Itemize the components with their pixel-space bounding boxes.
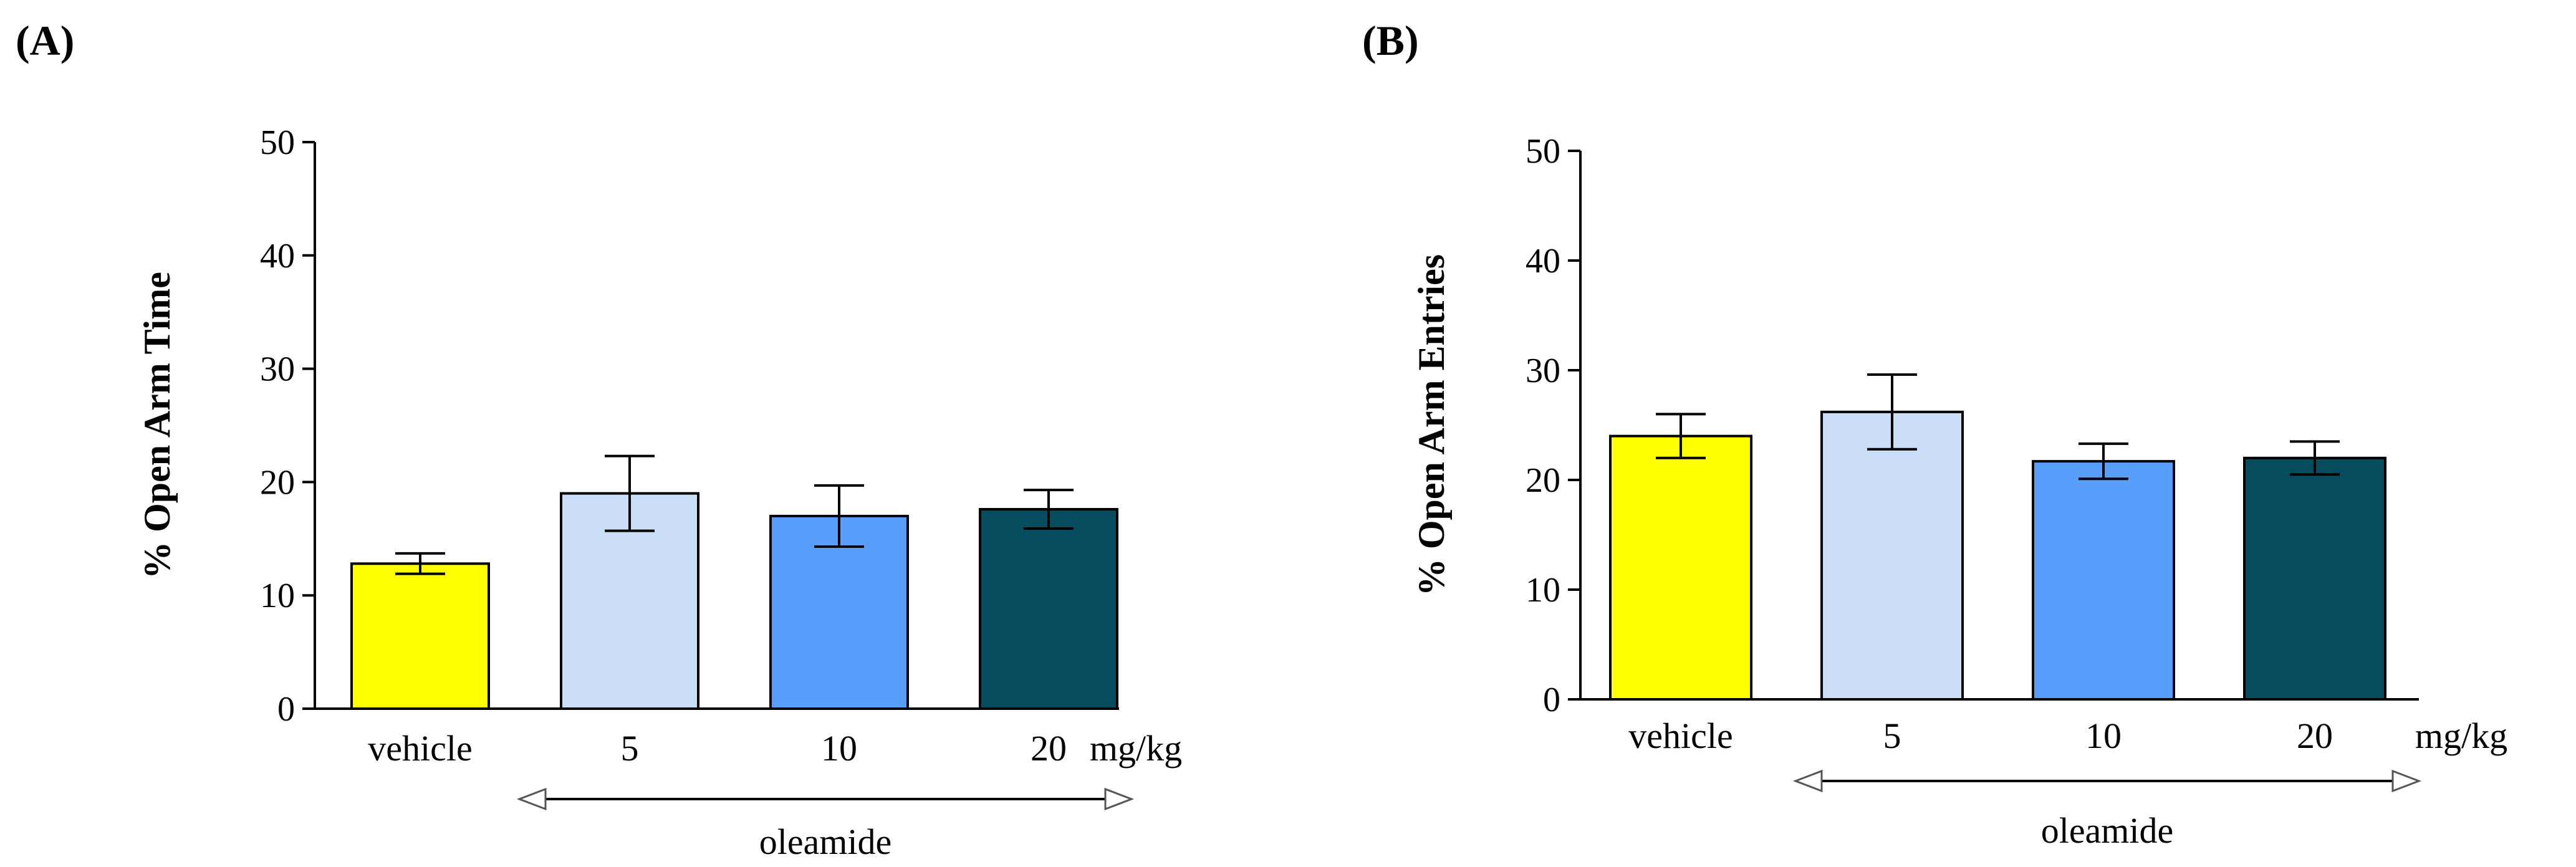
arrow-head-left-icon (1792, 769, 1823, 793)
unit-label: mg/kg (2415, 716, 2507, 756)
category-label: vehicle (368, 728, 472, 769)
arrow-head-left-icon (516, 787, 547, 811)
group-label: oleamide (759, 821, 892, 862)
panel-b: (B) 0 10 20 30 40 50 % Open Arm Entries vehicle 5… (1362, 17, 2507, 851)
y-tick-label: 50 (1526, 132, 1560, 171)
y-tick-label: 0 (1543, 681, 1560, 719)
bar-vehicle (1609, 434, 1752, 701)
panel-letter: (A) (16, 17, 74, 64)
bar-10 (769, 514, 909, 710)
y-tick-label: 20 (1526, 461, 1560, 500)
group-label: oleamide (2041, 810, 2174, 851)
y-tick-label: 0 (277, 690, 295, 729)
bar-10 (2032, 460, 2175, 701)
arrow-head-right-icon (2391, 769, 2422, 793)
unit-label: mg/kg (1090, 728, 1182, 769)
category-label: 10 (2085, 716, 2122, 756)
y-tick-label: 30 (260, 350, 295, 389)
y-tick-label: 30 (1526, 352, 1560, 390)
bar-vehicle (350, 562, 490, 711)
bar-20 (979, 508, 1118, 710)
y-tick-label: 10 (1526, 571, 1560, 610)
category-label: 5 (621, 728, 639, 769)
bar-5 (1820, 410, 1964, 701)
y-tick-label: 50 (260, 123, 295, 162)
category-label: 10 (821, 728, 857, 769)
arrow-head-right-icon (1104, 787, 1135, 811)
y-tick-label: 40 (1526, 242, 1560, 280)
y-axis-title: % Open Arm Entries (1411, 254, 1452, 596)
category-label: 5 (1883, 716, 1901, 756)
y-axis-title: % Open Arm Time (137, 272, 178, 579)
category-label: 20 (2297, 716, 2333, 756)
bar-20 (2243, 456, 2386, 701)
category-label: vehicle (1628, 716, 1733, 756)
y-tick-label: 20 (260, 463, 295, 502)
panel-a: (A) 0 10 20 30 40 50 % Open Arm Time vehicle 5 10 2… (16, 17, 1182, 862)
y-tick-label: 40 (260, 237, 295, 275)
y-tick-label: 10 (260, 577, 295, 615)
category-label: 20 (1031, 728, 1067, 769)
panel-letter: (B) (1362, 17, 1419, 64)
